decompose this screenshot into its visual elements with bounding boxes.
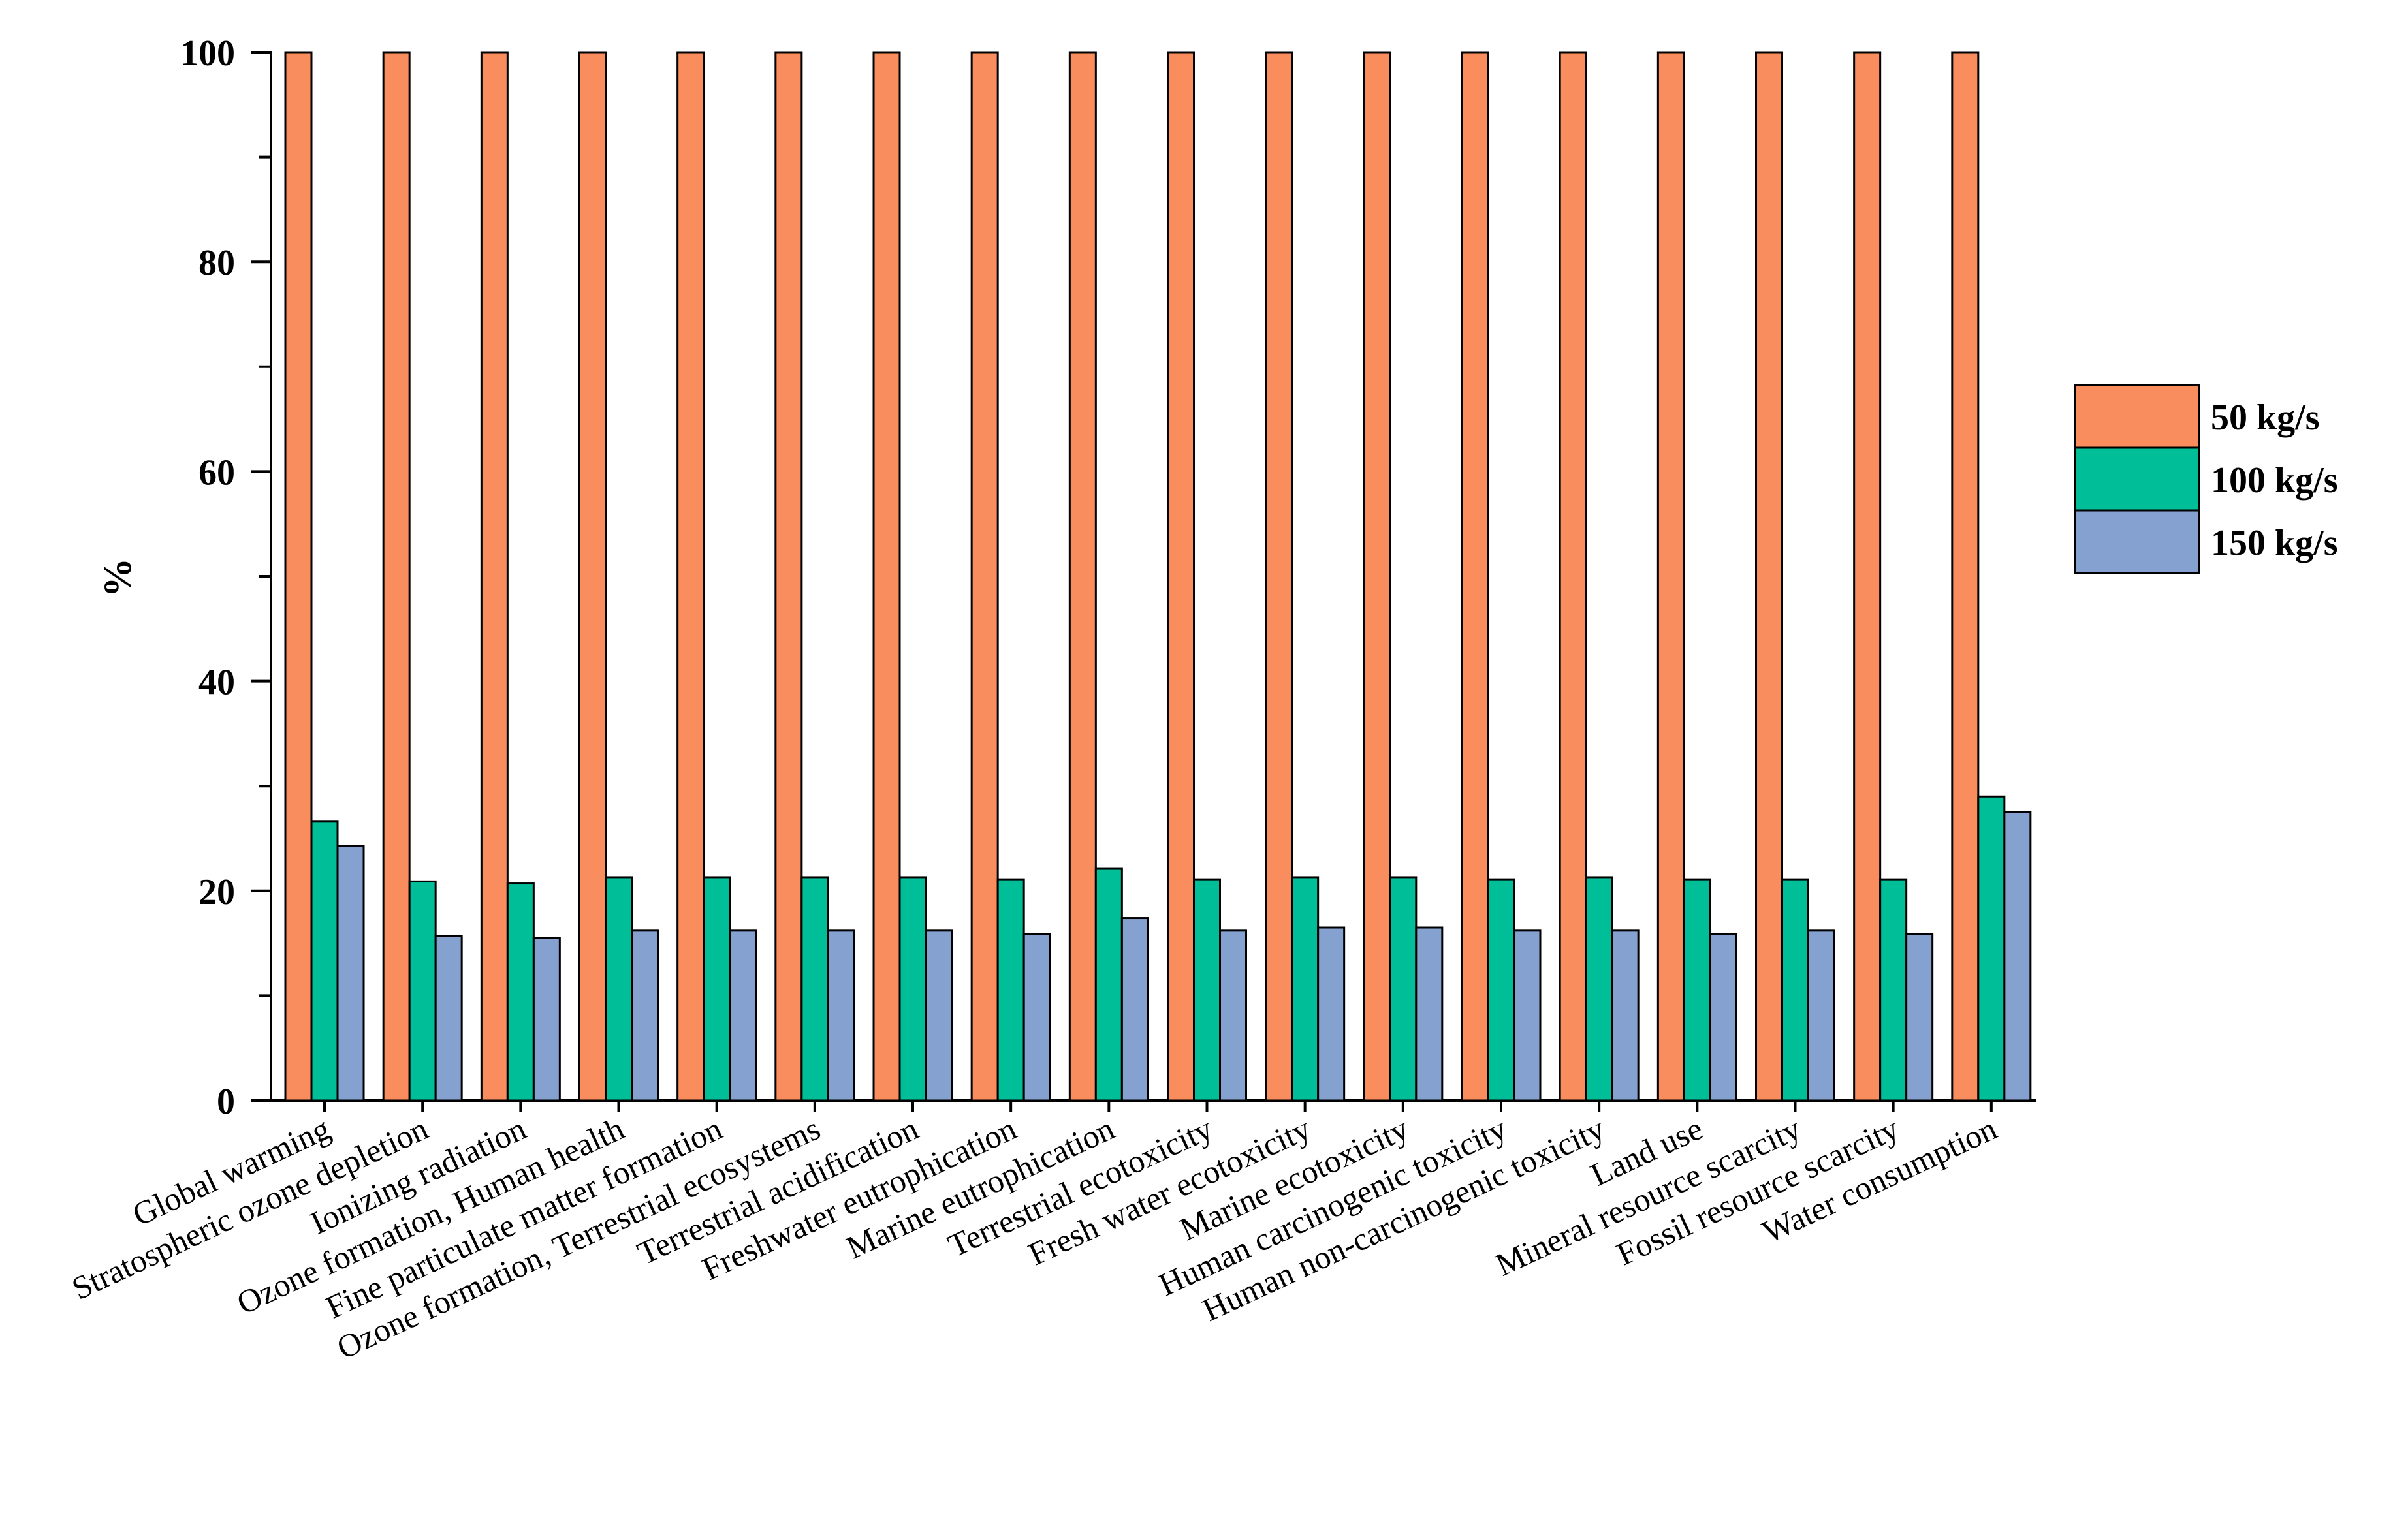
y-tick-label: 100 [180, 33, 235, 74]
y-tick-label: 20 [198, 872, 235, 913]
legend-swatch [2074, 446, 2200, 512]
legend: 50 kg/s 100 kg/s 150 kg/s [2074, 384, 2338, 574]
bar-50-kg-s-15 [1656, 51, 1685, 1102]
bar-100-kg-s-3 [506, 882, 535, 1102]
bar-50-kg-s-7 [872, 51, 901, 1102]
bar-150-kg-s-2 [434, 935, 463, 1102]
y-tick-label: 40 [198, 663, 235, 703]
bar-100-kg-s-5 [703, 876, 731, 1102]
bar-100-kg-s-6 [800, 876, 829, 1102]
bars [284, 51, 2032, 1102]
bar-150-kg-s-13 [1513, 929, 1542, 1102]
bar-150-kg-s-7 [925, 929, 953, 1102]
bar-150-kg-s-8 [1022, 933, 1051, 1102]
bar-100-kg-s-16 [1781, 878, 1809, 1102]
bar-150-kg-s-5 [729, 929, 757, 1102]
bar-150-kg-s-16 [1807, 929, 1835, 1102]
bar-50-kg-s-2 [382, 51, 411, 1102]
bar-100-kg-s-15 [1683, 878, 1711, 1102]
bar-150-kg-s-14 [1611, 929, 1640, 1102]
bar-50-kg-s-1 [284, 51, 313, 1102]
bar-150-kg-s-18 [2003, 811, 2032, 1102]
bar-100-kg-s-13 [1487, 878, 1515, 1102]
bar-100-kg-s-4 [605, 876, 633, 1102]
bar-150-kg-s-10 [1219, 929, 1247, 1102]
y-axis-labels: 0 20 40 60 80 100 [180, 33, 235, 1122]
y-tick-label: 0 [217, 1082, 235, 1122]
bar-100-kg-s-10 [1193, 878, 1221, 1102]
y-tick-label: 80 [198, 243, 235, 283]
bar-100-kg-s-12 [1389, 876, 1418, 1102]
bar-150-kg-s-3 [532, 937, 561, 1102]
bar-150-kg-s-17 [1905, 933, 1934, 1102]
bar-150-kg-s-4 [631, 929, 659, 1102]
bar-100-kg-s-14 [1585, 876, 1613, 1102]
legend-label: 150 kg/s [2211, 523, 2338, 563]
bar-50-kg-s-16 [1755, 51, 1783, 1102]
bar-50-kg-s-5 [676, 51, 705, 1102]
bar-150-kg-s-9 [1120, 917, 1149, 1102]
legend-label: 100 kg/s [2211, 460, 2338, 501]
y-axis-title: % [96, 558, 139, 597]
axes [251, 51, 2036, 1112]
bar-100-kg-s-17 [1879, 878, 1908, 1102]
bar-50-kg-s-18 [1951, 51, 1980, 1102]
bar-100-kg-s-8 [996, 878, 1025, 1102]
legend-label: 50 kg/s [2211, 398, 2320, 438]
bar-50-kg-s-3 [480, 51, 509, 1102]
bar-100-kg-s-2 [408, 880, 437, 1102]
bar-150-kg-s-12 [1415, 926, 1444, 1102]
bar-50-kg-s-11 [1265, 51, 1293, 1102]
bar-50-kg-s-8 [970, 51, 999, 1102]
bar-150-kg-s-1 [336, 845, 365, 1102]
bar-100-kg-s-9 [1094, 867, 1123, 1102]
legend-swatch [2074, 384, 2200, 449]
bar-100-kg-s-1 [310, 820, 339, 1102]
bar-50-kg-s-17 [1853, 51, 1882, 1102]
bar-100-kg-s-11 [1291, 876, 1320, 1102]
bar-50-kg-s-9 [1068, 51, 1097, 1102]
bar-50-kg-s-4 [578, 51, 607, 1102]
y-tick-label: 60 [198, 452, 235, 493]
bar-50-kg-s-14 [1559, 51, 1587, 1102]
bar-50-kg-s-6 [774, 51, 803, 1102]
bar-150-kg-s-11 [1317, 926, 1346, 1102]
bar-50-kg-s-10 [1167, 51, 1195, 1102]
bar-100-kg-s-18 [1977, 795, 2006, 1102]
bar-150-kg-s-6 [827, 929, 855, 1102]
bar-50-kg-s-12 [1363, 51, 1391, 1102]
bar-150-kg-s-15 [1709, 933, 1737, 1102]
bar-50-kg-s-13 [1461, 51, 1489, 1102]
legend-swatch [2074, 509, 2200, 574]
bar-100-kg-s-7 [898, 876, 927, 1102]
